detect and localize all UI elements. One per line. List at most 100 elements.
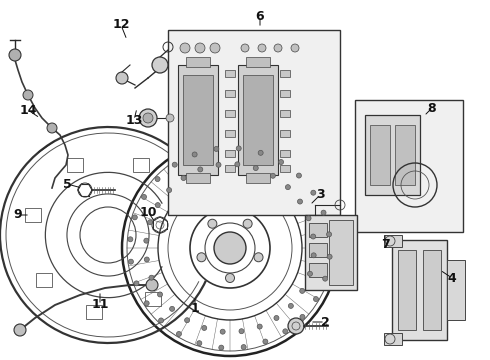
Bar [329, 220, 353, 285]
Circle shape [152, 57, 168, 73]
Bar [392, 240, 447, 340]
Bar [238, 65, 278, 175]
Bar [225, 110, 235, 117]
Circle shape [172, 162, 177, 167]
Circle shape [180, 43, 190, 53]
Bar [246, 57, 270, 67]
Text: 8: 8 [428, 102, 436, 114]
Circle shape [192, 152, 197, 157]
Text: 12: 12 [112, 18, 130, 31]
Circle shape [253, 166, 258, 171]
Text: 2: 2 [320, 315, 329, 328]
Bar [384, 333, 402, 345]
Circle shape [159, 318, 164, 323]
Text: 4: 4 [448, 271, 456, 284]
Bar [398, 250, 416, 330]
Bar [309, 243, 327, 257]
Circle shape [144, 301, 149, 306]
Circle shape [149, 275, 154, 280]
Bar [309, 263, 327, 277]
Text: 10: 10 [139, 206, 157, 219]
Circle shape [306, 216, 311, 221]
Circle shape [23, 90, 33, 100]
Circle shape [144, 238, 149, 243]
Bar [246, 173, 270, 183]
Circle shape [146, 279, 158, 291]
Circle shape [185, 318, 190, 323]
Circle shape [219, 345, 224, 350]
Bar [395, 125, 415, 185]
Bar [225, 150, 235, 157]
Bar [133, 158, 149, 171]
Circle shape [323, 276, 328, 281]
Circle shape [235, 162, 240, 167]
Circle shape [311, 234, 316, 239]
Bar [145, 292, 161, 306]
Bar [178, 65, 218, 175]
Bar [87, 305, 102, 319]
Text: 3: 3 [316, 189, 324, 202]
Text: 1: 1 [191, 302, 199, 315]
Circle shape [157, 292, 163, 297]
Bar [225, 70, 235, 77]
Circle shape [225, 274, 235, 283]
Circle shape [241, 345, 246, 350]
Text: 13: 13 [125, 113, 143, 126]
Circle shape [220, 329, 225, 334]
Circle shape [291, 44, 299, 52]
Text: 9: 9 [14, 208, 23, 221]
Bar [384, 235, 402, 247]
Bar [25, 208, 41, 222]
Bar [280, 90, 290, 97]
Circle shape [288, 318, 304, 334]
Bar [225, 165, 235, 172]
Bar [168, 30, 340, 215]
Circle shape [311, 190, 316, 195]
Circle shape [311, 253, 316, 258]
Circle shape [300, 288, 305, 293]
Circle shape [181, 176, 186, 180]
Circle shape [176, 332, 181, 337]
Circle shape [239, 329, 244, 334]
Circle shape [296, 173, 301, 178]
Bar [280, 150, 290, 157]
Circle shape [208, 219, 217, 228]
Circle shape [210, 43, 220, 53]
Circle shape [197, 253, 206, 262]
Bar [305, 215, 357, 290]
Circle shape [297, 199, 302, 204]
Circle shape [263, 339, 268, 344]
Circle shape [258, 44, 266, 52]
Circle shape [14, 324, 26, 336]
Text: 7: 7 [381, 238, 390, 252]
Circle shape [300, 314, 305, 319]
Bar [447, 260, 465, 320]
Bar [365, 115, 420, 195]
Circle shape [321, 210, 326, 215]
Bar [225, 130, 235, 137]
Circle shape [241, 44, 249, 52]
Circle shape [314, 297, 318, 302]
Text: 11: 11 [91, 298, 109, 311]
Circle shape [254, 253, 263, 262]
Circle shape [155, 203, 160, 208]
Circle shape [202, 325, 207, 330]
Circle shape [47, 123, 57, 133]
Circle shape [307, 271, 313, 276]
Text: 14: 14 [19, 104, 37, 117]
Circle shape [270, 173, 275, 178]
Circle shape [166, 114, 174, 122]
Circle shape [139, 109, 157, 127]
Circle shape [283, 329, 288, 334]
Circle shape [142, 194, 147, 199]
Circle shape [116, 72, 128, 84]
Circle shape [9, 49, 21, 61]
Bar [309, 223, 327, 237]
Bar [280, 130, 290, 137]
Circle shape [144, 257, 149, 262]
Circle shape [170, 306, 174, 311]
Bar [423, 250, 441, 330]
Circle shape [288, 303, 294, 309]
Circle shape [143, 113, 153, 123]
Circle shape [236, 146, 241, 151]
